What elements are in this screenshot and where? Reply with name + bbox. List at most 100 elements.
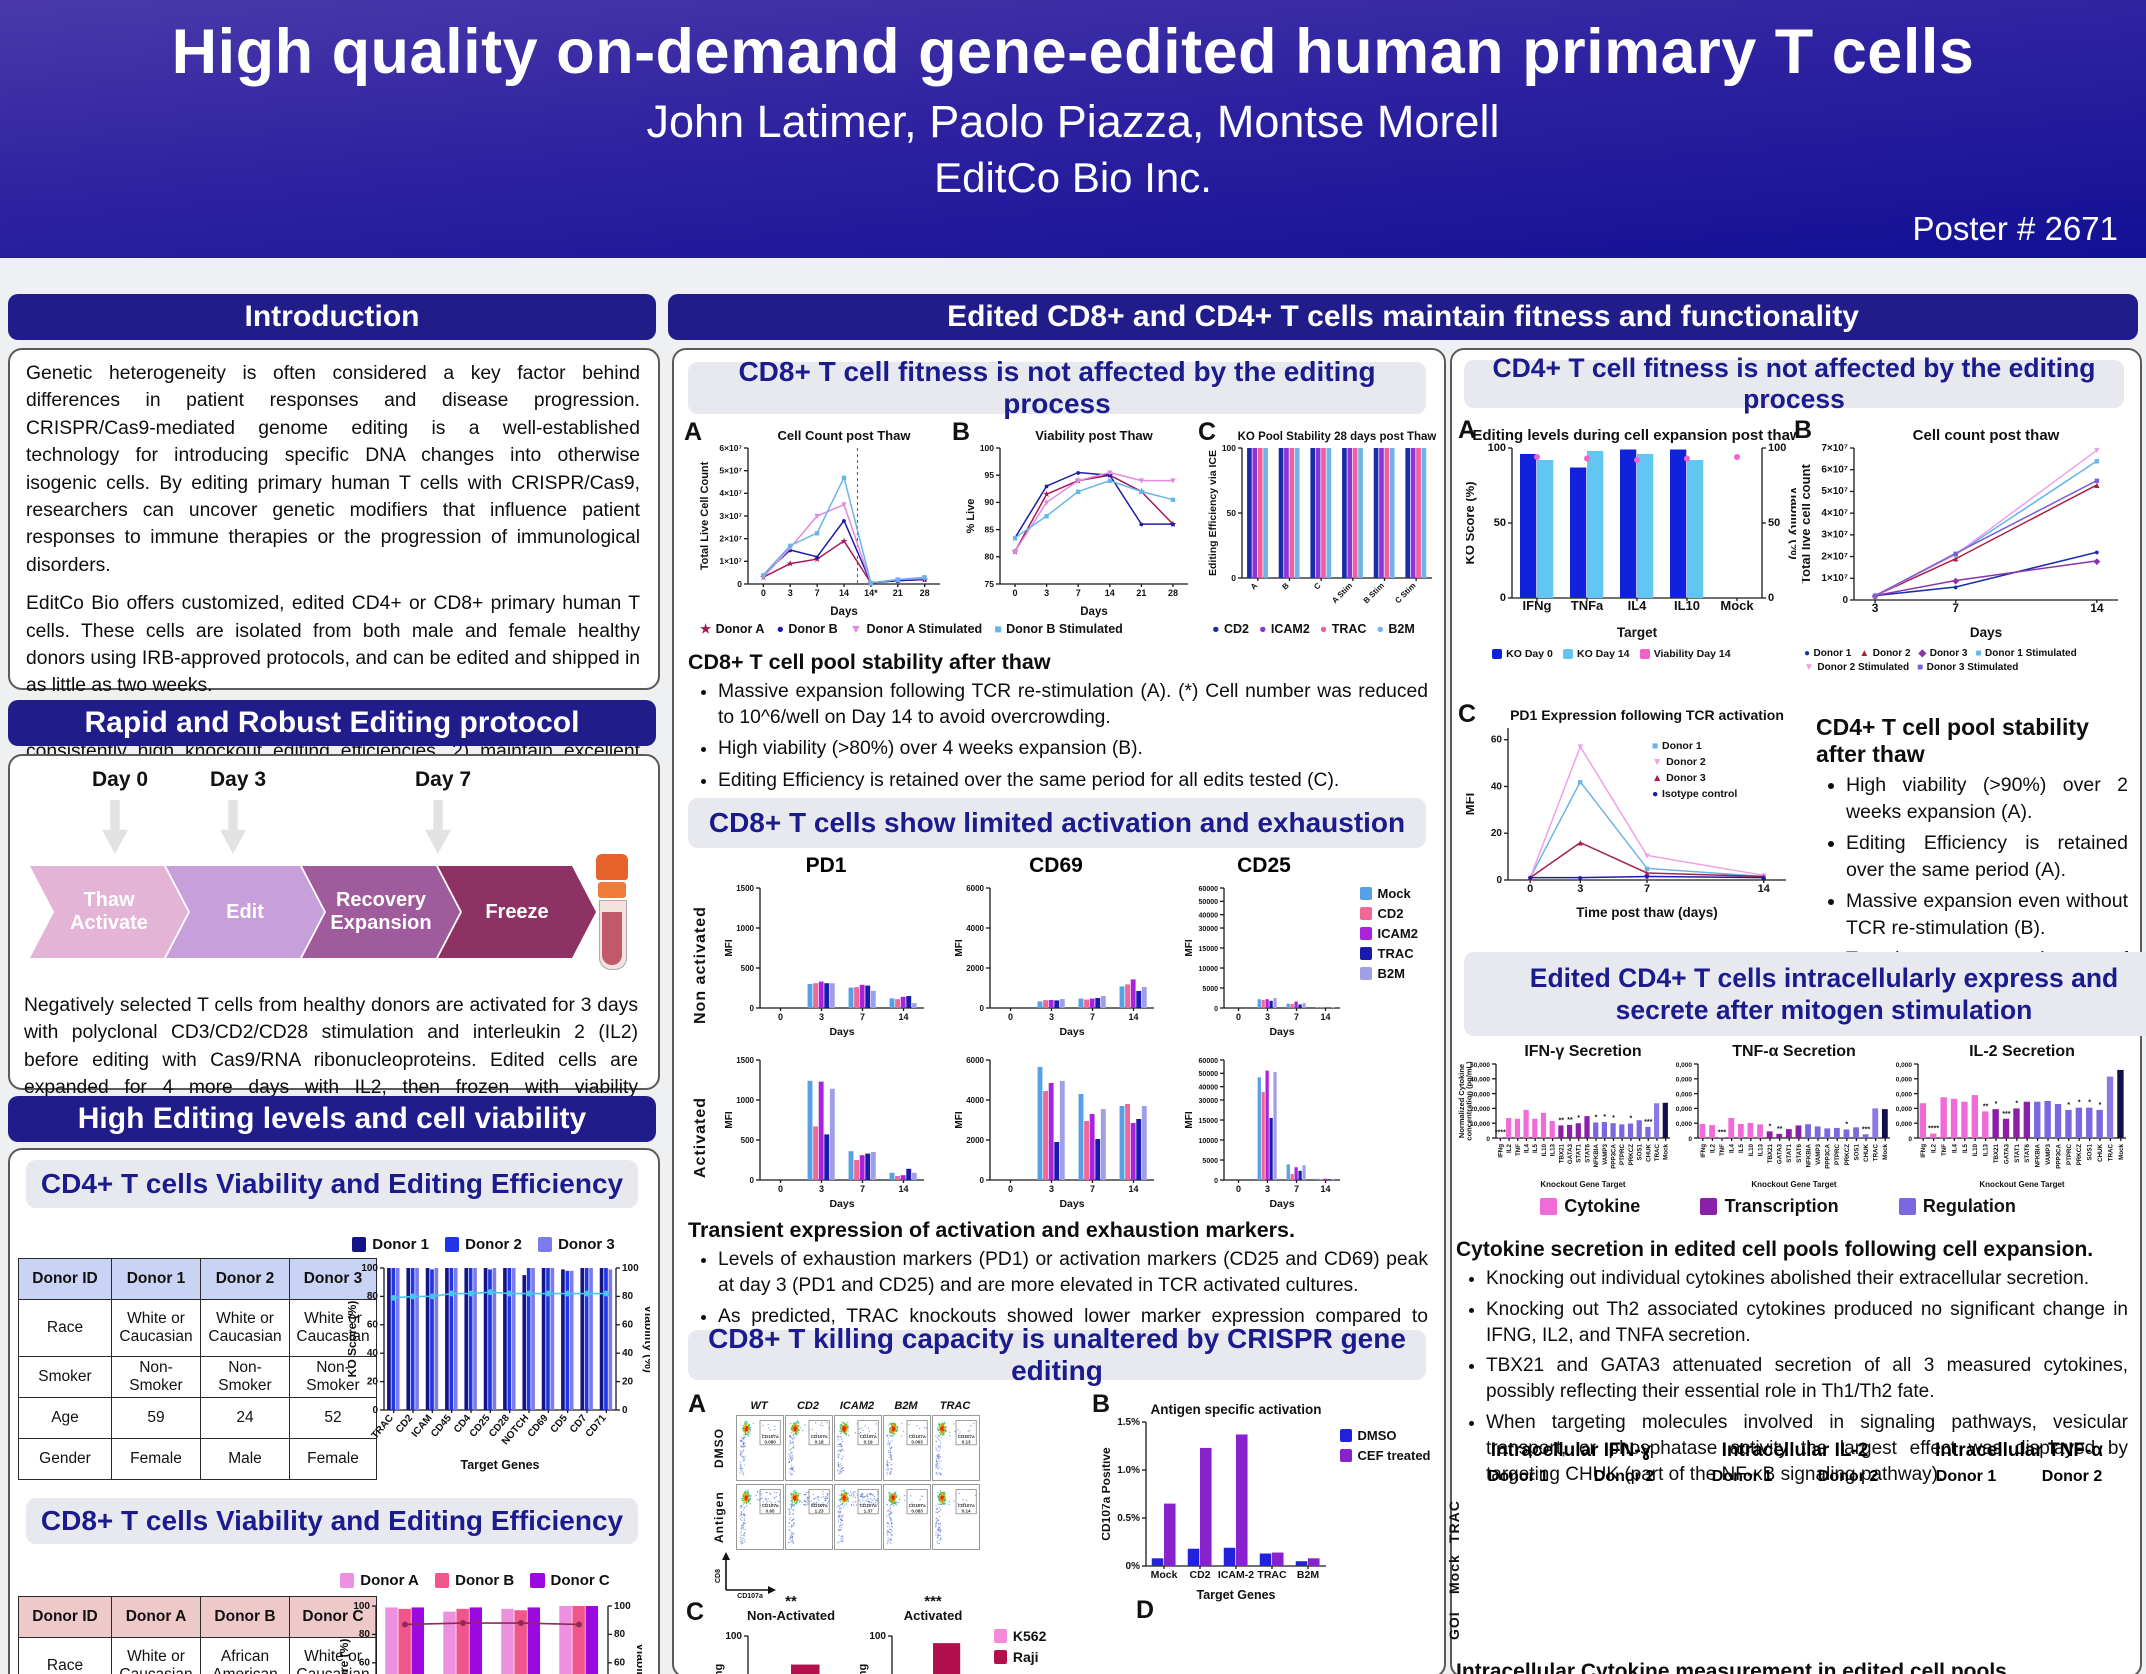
svg-text:Days: Days	[1970, 625, 2002, 640]
svg-text:STAT1: STAT1	[1786, 1143, 1793, 1162]
legend-item: ■ Donor 3 Stimulated	[1917, 661, 2019, 673]
svg-text:IL2: IL2	[1931, 1143, 1938, 1152]
flow-plot: CD107a 0.083	[883, 1484, 931, 1550]
svg-text:21: 21	[893, 588, 903, 598]
svg-text:40: 40	[1491, 781, 1503, 792]
svg-text:0.65: 0.65	[766, 1509, 775, 1514]
svg-text:80: 80	[614, 1629, 626, 1640]
svg-text:0: 0	[737, 579, 742, 589]
svg-text:0: 0	[750, 1004, 755, 1013]
svg-text:0: 0	[1527, 883, 1533, 895]
legend-item: ■ Donor 1	[1652, 739, 1702, 752]
svg-text:100: 100	[353, 1601, 370, 1612]
svg-text:6×10⁷: 6×10⁷	[719, 443, 742, 453]
svg-text:3: 3	[1049, 1184, 1054, 1194]
svg-text:PTPRC: PTPRC	[1834, 1143, 1841, 1165]
svg-text:4000: 4000	[966, 1096, 984, 1105]
cd4-donor-legend: Donor 1 Donor 2 Donor 3	[352, 1236, 615, 1253]
svg-text:60000: 60000	[1199, 1058, 1219, 1065]
legend-item: ▼ Donor A Stimulated	[849, 621, 983, 636]
svg-text:0.13: 0.13	[962, 1440, 971, 1445]
intracellular-footer: Intracellular Cytokine measurement in ed…	[1456, 1660, 2007, 1674]
svg-text:TNF-α Secretion: TNF-α Secretion	[1732, 1044, 1856, 1060]
svg-text:% Live: % Live	[966, 499, 977, 534]
svg-text:95: 95	[985, 470, 995, 480]
svg-text:Days: Days	[829, 1198, 854, 1210]
svg-text:10,000: 10,000	[1896, 1121, 1912, 1128]
svg-text:TNFa: TNFa	[1571, 598, 1604, 613]
svg-text:Total Live Cell Count: Total Live Cell Count	[700, 461, 711, 570]
table-header-cell: Donor ID	[18, 1258, 112, 1300]
svg-text:50: 50	[1227, 508, 1237, 518]
legend-item: ● CD2	[1212, 621, 1249, 636]
table-cell: Female	[111, 1438, 201, 1480]
svg-text:0: 0	[980, 1176, 985, 1185]
cd4-stability-bullet: Editing Efficiency is retained over the …	[1846, 830, 2128, 883]
cd4-cellcount-legend: ● Donor 1 ▲ Donor 2 ◆ Donor 3 ■ Donor 1 Stimula…	[1804, 648, 2134, 673]
svg-text:CD107a: CD107a	[909, 1434, 926, 1439]
svg-text:IL4: IL4	[1523, 1143, 1530, 1152]
svg-text:●: ●	[1872, 591, 1877, 601]
svg-text:▲: ▲	[1951, 554, 1960, 564]
svg-text:CHUK: CHUK	[1645, 1143, 1652, 1161]
svg-text:■: ■	[814, 528, 819, 538]
svg-text:CD45: CD45	[429, 1413, 454, 1440]
svg-text:60: 60	[1491, 734, 1503, 745]
svg-text:Mock: Mock	[1663, 1143, 1670, 1159]
svg-text:0%: 0%	[1126, 1561, 1141, 1572]
svg-text:**: **	[1983, 1103, 1989, 1110]
svg-text:7: 7	[815, 588, 820, 598]
svg-text:Antigen specific activation: Antigen specific activation	[1150, 1402, 1321, 1417]
svg-text:KO Score (%): KO Score (%)	[1466, 481, 1477, 564]
svg-text:▲: ▲	[1526, 873, 1535, 883]
svg-text:***: ***	[1718, 1129, 1726, 1136]
cytokine-bullet: Knocking out Th2 associated cytokines pr…	[1486, 1297, 2128, 1349]
legend-item: TRAC	[1360, 946, 1414, 961]
svg-text:2×10⁷: 2×10⁷	[719, 533, 742, 543]
transient-head: Transient expression of activation and e…	[688, 1218, 1295, 1242]
cd8-activation-subheader: CD8+ T cells show limited activation and…	[688, 798, 1426, 848]
svg-text:14: 14	[898, 1184, 908, 1194]
svg-text:▼: ▼	[759, 572, 768, 582]
svg-text:A: A	[1249, 581, 1260, 592]
svg-text:10,000: 10,000	[1676, 1121, 1692, 1128]
svg-text:Target Genes: Target Genes	[1197, 1588, 1276, 1602]
table-cell: Male	[200, 1438, 290, 1480]
panel-a-label: A	[684, 418, 703, 446]
svg-text:STAT6: STAT6	[2024, 1143, 2031, 1162]
svg-text:▲: ▲	[1576, 838, 1585, 848]
svg-text:PRKCZ: PRKCZ	[1628, 1144, 1635, 1166]
svg-text:MFI: MFI	[1466, 793, 1477, 815]
table-header-cell: Donor B	[200, 1596, 290, 1638]
svg-text:MFI: MFI	[724, 1111, 735, 1128]
svg-text:▼: ▼	[2092, 445, 2101, 455]
svg-text:Non-Activated: Non-Activated	[747, 1608, 835, 1623]
table-header-cell: Donor A	[111, 1596, 201, 1638]
legend-item: ■ Donor 1 Stimulated	[1975, 647, 2077, 659]
histogram-donor-label: Donor 1	[1935, 1468, 1997, 1485]
svg-text:MFI: MFI	[954, 1111, 965, 1128]
flow-plot: CD107a 0.18	[785, 1415, 833, 1481]
svg-text:Cell count post thaw: Cell count post thaw	[1913, 427, 2060, 444]
svg-text:■: ■	[1872, 591, 1877, 601]
svg-text:Mock: Mock	[2118, 1143, 2125, 1159]
pd1-activated-chart: 0 500 1000 1500 MFI Days 0 3 7 14	[724, 1052, 928, 1210]
svg-text:▼: ▼	[1137, 476, 1146, 486]
table-cell: 24	[200, 1397, 290, 1439]
svg-text:0: 0	[1688, 1136, 1692, 1143]
svg-text:****: ****	[1928, 1126, 1939, 1133]
svg-text:B2M: B2M	[1297, 1569, 1319, 1581]
svg-text:40,000: 40,000	[1470, 1077, 1490, 1084]
svg-text:Viability (%): Viability (%)	[1788, 486, 1796, 559]
svg-text:1.0%: 1.0%	[1117, 1465, 1140, 1476]
right-panel-c-label: C	[1458, 700, 1477, 728]
svg-text:TRAC: TRAC	[1873, 1143, 1880, 1161]
svg-text:0: 0	[1008, 1012, 1013, 1022]
svg-text:▼: ▼	[920, 573, 929, 583]
svg-text:SOS1: SOS1	[2087, 1143, 2094, 1160]
svg-text:% Killing: % Killing	[858, 1664, 869, 1674]
svg-text:■: ■	[2094, 456, 2099, 466]
svg-text:80: 80	[622, 1291, 634, 1302]
table-cell: Female	[289, 1438, 377, 1480]
svg-text:3: 3	[819, 1012, 824, 1022]
